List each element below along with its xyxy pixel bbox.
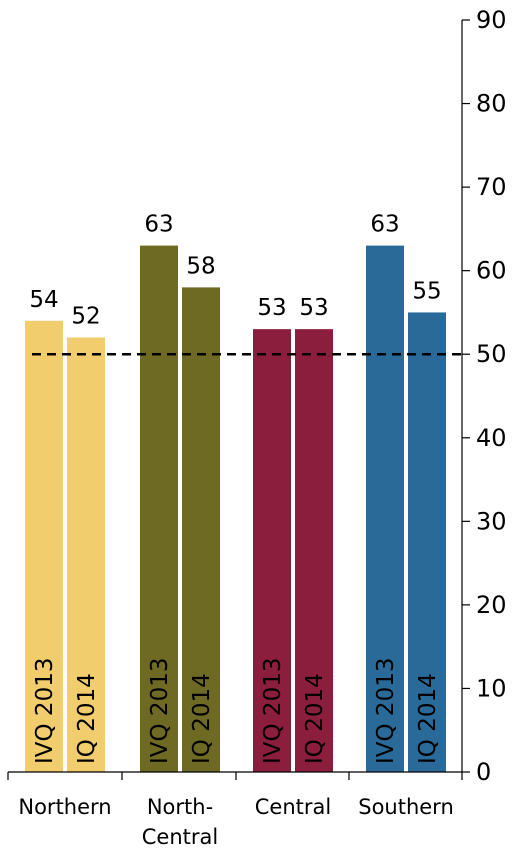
data-value-label: 63 <box>144 212 173 238</box>
data-value-label: 58 <box>186 253 215 279</box>
x-category-label: Southern <box>358 795 454 819</box>
bar-series-label: IVQ 2013 <box>32 658 58 764</box>
y-tick-label: 10 <box>476 674 507 702</box>
data-value-label: 53 <box>257 295 286 321</box>
bar-ivq-2013-3 <box>366 245 404 773</box>
bar-series-label: IQ 2014 <box>415 673 441 764</box>
y-tick-label: 20 <box>476 591 507 619</box>
bars-layer <box>25 245 446 773</box>
bar-iq-2014-3 <box>408 312 446 772</box>
y-tick-label: 50 <box>476 340 507 368</box>
y-tick-label: 40 <box>476 424 507 452</box>
bar-iq-2014-2 <box>295 329 333 772</box>
bar-series-label: IQ 2014 <box>189 673 215 764</box>
y-tick-label: 0 <box>476 758 491 786</box>
bar-series-label: IQ 2014 <box>302 673 328 764</box>
axis-layer: 0 10 20 30 40 50 60 70 80 90 Northern North-Central… <box>7 6 507 849</box>
bar-series-label: IVQ 2013 <box>373 658 399 764</box>
bar-series-label: IVQ 2013 <box>260 658 286 764</box>
y-tick-label: 60 <box>476 257 507 285</box>
y-tick-label: 90 <box>476 6 507 34</box>
x-category-label: Northern <box>18 795 111 819</box>
data-value-label: 55 <box>412 278 441 304</box>
bar-ivq-2013-2 <box>253 329 291 772</box>
x-category-label: North-Central <box>142 795 218 849</box>
y-tick-label: 70 <box>476 173 507 201</box>
bar-series-label: IVQ 2013 <box>147 658 173 764</box>
bar-ivq-2013-1 <box>140 245 178 773</box>
bar-iq-2014-1 <box>182 287 220 772</box>
bar-series-label: IQ 2014 <box>74 673 100 764</box>
x-category-label: Central <box>255 795 331 819</box>
labels-layer: IVQ 2013 54 IVQ 2013 63 IVQ 2013 53 IVQ 2013 63… <box>29 212 441 764</box>
y-tick-label: 80 <box>476 90 507 118</box>
y-tick-label: 30 <box>476 507 507 535</box>
data-value-label: 53 <box>299 295 328 321</box>
bar-iq-2014-0 <box>67 337 105 772</box>
data-value-label: 63 <box>370 212 399 238</box>
data-value-label: 52 <box>71 304 100 330</box>
data-value-label: 54 <box>29 287 58 313</box>
bar-ivq-2013-0 <box>25 320 63 772</box>
